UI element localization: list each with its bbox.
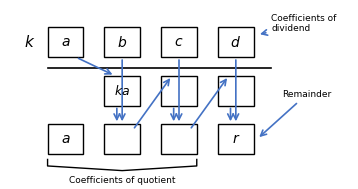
Text: Coefficients of quotient: Coefficients of quotient — [69, 176, 175, 185]
Text: $d$: $d$ — [231, 35, 241, 50]
FancyBboxPatch shape — [161, 27, 197, 57]
FancyBboxPatch shape — [48, 124, 83, 154]
FancyBboxPatch shape — [48, 27, 83, 57]
Text: $k$: $k$ — [24, 34, 35, 50]
FancyBboxPatch shape — [218, 124, 253, 154]
FancyBboxPatch shape — [161, 76, 197, 105]
Text: $a$: $a$ — [61, 35, 70, 49]
Text: $r$: $r$ — [232, 132, 240, 146]
Text: $a$: $a$ — [61, 132, 70, 146]
FancyBboxPatch shape — [218, 27, 253, 57]
Text: Remainder: Remainder — [261, 90, 331, 136]
Text: Coefficients of
dividend: Coefficients of dividend — [262, 14, 337, 35]
Text: $b$: $b$ — [117, 35, 127, 50]
Text: $ka$: $ka$ — [114, 84, 130, 98]
FancyBboxPatch shape — [218, 76, 253, 105]
FancyBboxPatch shape — [105, 27, 140, 57]
FancyBboxPatch shape — [161, 124, 197, 154]
Text: $c$: $c$ — [174, 35, 184, 49]
FancyBboxPatch shape — [105, 76, 140, 105]
FancyBboxPatch shape — [105, 124, 140, 154]
